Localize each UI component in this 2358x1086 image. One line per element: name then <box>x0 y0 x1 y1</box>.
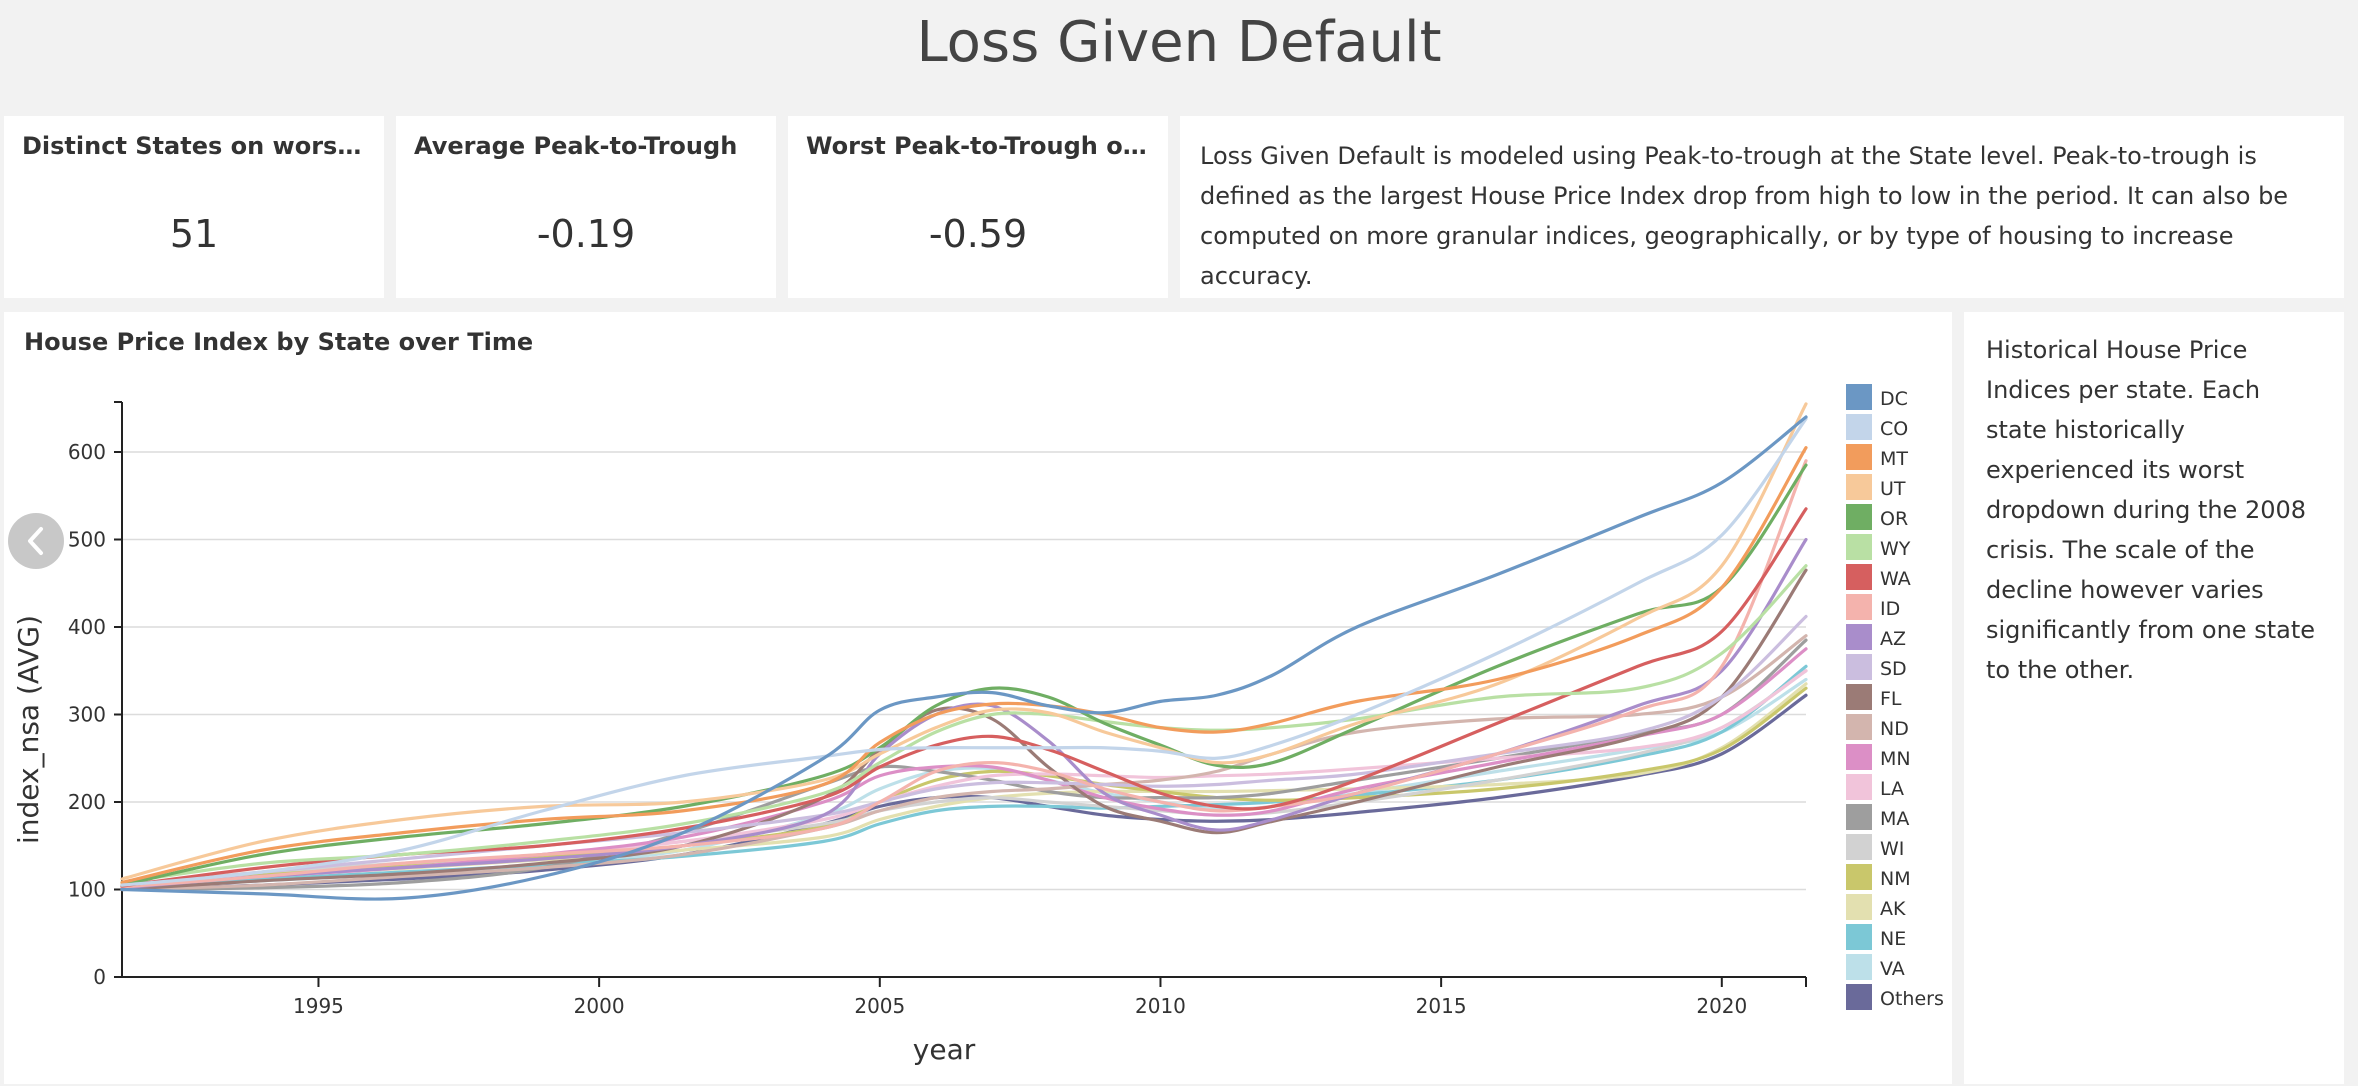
x-axis-label: year <box>913 1033 976 1066</box>
series-line-dc <box>120 415 1808 901</box>
legend-label-la[interactable]: LA <box>1880 778 1904 800</box>
legend-swatch-or[interactable] <box>1846 504 1872 530</box>
series-line-ut <box>120 402 1808 881</box>
series-line-nd <box>120 634 1808 892</box>
x-tick-label: 2020 <box>1696 994 1747 1018</box>
kpi-value: -0.19 <box>536 212 636 256</box>
side-note-card: Historical House Price Indices per state… <box>1964 312 2344 1084</box>
kpi-title: Worst Peak-to-Trough on wo… <box>806 132 1150 160</box>
legend-swatch-az[interactable] <box>1846 624 1872 650</box>
kpi-card-average-peak-to-trough: Average Peak-to-Trough -0.19 <box>396 116 776 298</box>
x-tick-label: 2010 <box>1135 994 1186 1018</box>
legend-label-va[interactable]: VA <box>1880 958 1905 980</box>
kpi-title: Distinct States on worst_pe… <box>22 132 366 160</box>
legend-swatch-va[interactable] <box>1846 954 1872 980</box>
legend-label-ne[interactable]: NE <box>1880 928 1906 950</box>
legend-label-ut[interactable]: UT <box>1880 478 1906 500</box>
legend-label-az[interactable]: AZ <box>1880 628 1906 650</box>
series-line-or <box>120 463 1808 887</box>
y-tick-label: 300 <box>68 703 106 727</box>
legend-swatch-dc[interactable] <box>1846 384 1872 410</box>
legend-swatch-ne[interactable] <box>1846 924 1872 950</box>
x-tick-label: 2015 <box>1416 994 1467 1018</box>
y-tick-label: 100 <box>68 878 106 902</box>
legend-swatch-mt[interactable] <box>1846 444 1872 470</box>
legend-swatch-wi[interactable] <box>1846 834 1872 860</box>
series-line-wa <box>120 507 1808 888</box>
back-button[interactable] <box>8 513 64 569</box>
legend-swatch-fl[interactable] <box>1846 684 1872 710</box>
legend-label-ma[interactable]: MA <box>1880 808 1909 830</box>
x-tick-label: 2005 <box>854 994 905 1018</box>
legend-swatch-nd[interactable] <box>1846 714 1872 740</box>
house-price-index-chart: 0 100 200 300 400 500 600 1995 2000 2005 2010 2015 2… <box>12 384 1944 1066</box>
series-line-fl <box>120 568 1808 892</box>
series-line-la <box>120 669 1808 887</box>
legend-label-or[interactable]: OR <box>1880 508 1908 530</box>
kpi-value: -0.59 <box>928 212 1028 256</box>
legend-swatch-mn[interactable] <box>1846 744 1872 770</box>
y-tick-label: 500 <box>68 528 106 552</box>
legend-swatch-wy[interactable] <box>1846 534 1872 560</box>
legend-label-co[interactable]: CO <box>1880 418 1908 440</box>
series-line-mt <box>120 446 1808 885</box>
legend-label-wi[interactable]: WI <box>1880 838 1904 860</box>
kpi-value: 51 <box>169 212 219 256</box>
x-tick-label: 1995 <box>293 994 344 1018</box>
legend-label-sd[interactable]: SD <box>1880 658 1907 680</box>
y-axis-label: index_nsa (AVG) <box>12 615 45 844</box>
x-tick-label: 2000 <box>574 994 625 1018</box>
series-line-wy <box>120 564 1808 885</box>
y-tick-label: 0 <box>93 965 106 989</box>
kpi-card-worst-peak-to-trough: Worst Peak-to-Trough on wo… -0.59 <box>788 116 1168 298</box>
legend-label-nd[interactable]: ND <box>1880 718 1909 740</box>
legend-swatch-ak[interactable] <box>1846 894 1872 920</box>
description-text: Loss Given Default is modeled using Peak… <box>1200 142 2289 290</box>
side-note-text: Historical House Price Indices per state… <box>1986 336 2315 684</box>
series-line-mn <box>120 647 1808 889</box>
legend-swatch-sd[interactable] <box>1846 654 1872 680</box>
legend-label-fl[interactable]: FL <box>1880 688 1902 710</box>
legend-label-nm[interactable]: NM <box>1880 868 1911 890</box>
chart-title: House Price Index by State over Time <box>24 328 534 356</box>
chevron-left-icon <box>28 527 43 555</box>
legend-swatch-wa[interactable] <box>1846 564 1872 590</box>
legend-swatch-id[interactable] <box>1846 594 1872 620</box>
page-title: Loss Given Default <box>916 10 1442 75</box>
series-line-co <box>120 417 1808 887</box>
kpi-title: Average Peak-to-Trough <box>414 132 738 160</box>
legend-swatch-ma[interactable] <box>1846 804 1872 830</box>
legend-label-mt[interactable]: MT <box>1880 448 1908 470</box>
kpi-card-distinct-states: Distinct States on worst_pe… 51 <box>4 116 384 298</box>
legend-label-mn[interactable]: MN <box>1880 748 1911 770</box>
y-tick-label: 200 <box>68 790 106 814</box>
legend-label-others[interactable]: Others <box>1880 988 1944 1010</box>
legend-swatch-nm[interactable] <box>1846 864 1872 890</box>
series-line-id <box>120 459 1808 889</box>
legend-label-wa[interactable]: WA <box>1880 568 1911 590</box>
series-line-wi <box>120 669 1808 888</box>
legend-swatch-ut[interactable] <box>1846 474 1872 500</box>
legend-swatch-others[interactable] <box>1846 984 1872 1010</box>
legend-swatch-co[interactable] <box>1846 414 1872 440</box>
legend-label-dc[interactable]: DC <box>1880 388 1908 410</box>
legend-label-ak[interactable]: AK <box>1880 898 1906 920</box>
chart-card: House Price Index by State over Time 0 10… <box>4 312 1952 1084</box>
description-card: Loss Given Default is modeled using Peak… <box>1180 116 2344 298</box>
y-tick-label: 400 <box>68 615 106 639</box>
y-tick-label: 600 <box>68 440 106 464</box>
legend-swatch-la[interactable] <box>1846 774 1872 800</box>
legend-label-id[interactable]: ID <box>1880 598 1900 620</box>
legend-label-wy[interactable]: WY <box>1880 538 1911 560</box>
